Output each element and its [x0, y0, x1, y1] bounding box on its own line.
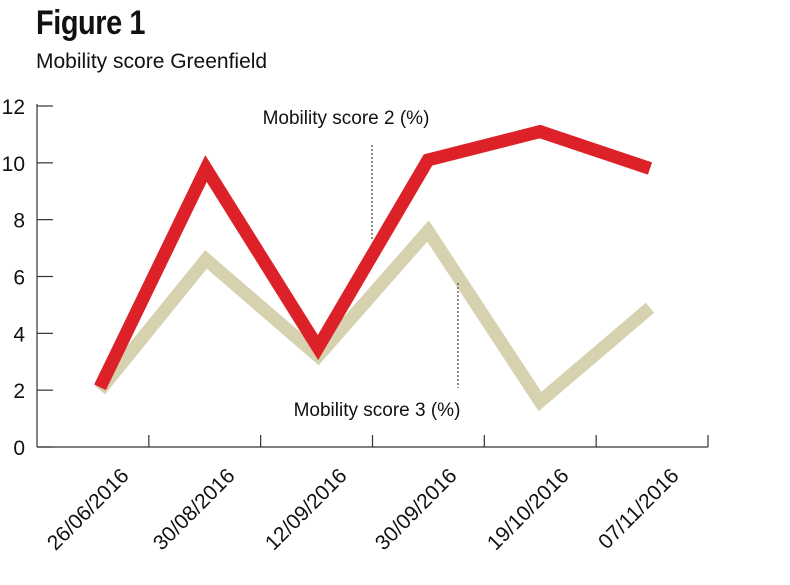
y-tick-label: 0 — [13, 437, 25, 460]
chart-subtitle: Mobility score Greenfield — [36, 50, 268, 73]
y-tick-label: 2 — [13, 380, 25, 403]
x-tick-label: 12/09/2016 — [261, 464, 352, 555]
x-tick-label: 30/09/2016 — [371, 464, 462, 555]
annotation-label-score-2: Mobility score 2 (%) — [263, 108, 430, 129]
x-tick-label: 30/08/2016 — [149, 464, 240, 555]
chart-title: Figure 1 — [36, 4, 146, 42]
x-tick-label: 26/06/2016 — [43, 464, 134, 555]
y-tick-label: 6 — [13, 267, 25, 290]
y-tick-label: 10 — [2, 153, 25, 176]
y-tick-label: 12 — [2, 96, 25, 119]
y-tick-label: 4 — [13, 323, 25, 346]
y-tick-label: 8 — [13, 210, 25, 233]
x-tick-label: 07/11/2016 — [594, 464, 683, 553]
series-line-mobility-score-2 — [94, 124, 653, 391]
annotation-label-score-3: Mobility score 3 (%) — [294, 400, 461, 421]
series-line-mobility-score-3 — [94, 220, 655, 412]
x-tick-label: 19/10/2016 — [483, 464, 574, 555]
